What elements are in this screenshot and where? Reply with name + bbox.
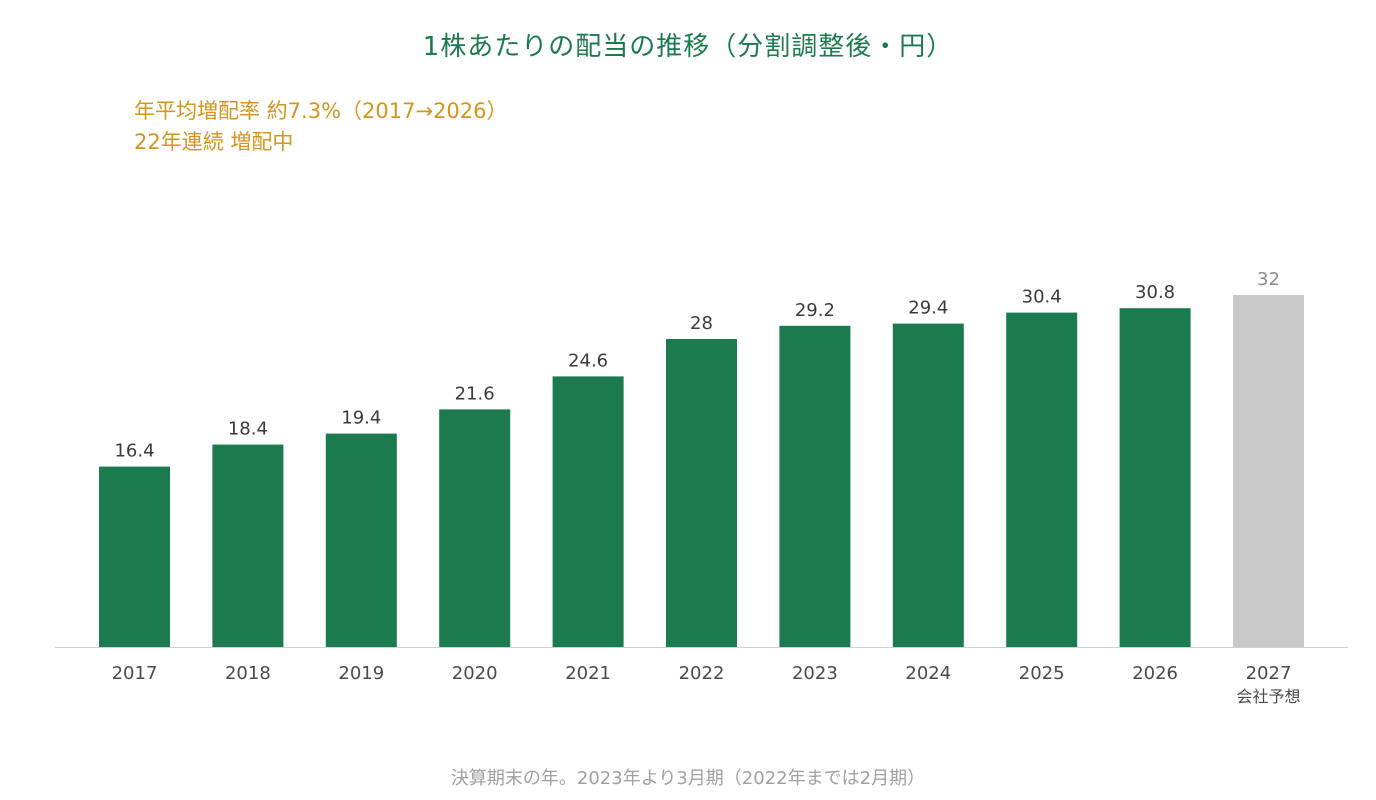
value-label-2018: 18.4 — [228, 419, 268, 440]
value-label-2023: 29.2 — [795, 300, 835, 321]
x-tick-label-2019: 2019 — [338, 663, 384, 684]
value-label-2021: 24.6 — [568, 350, 608, 371]
value-label-2024: 29.4 — [908, 298, 948, 319]
x-tick-label-2017: 2017 — [112, 663, 158, 684]
bar-2026 — [1119, 308, 1191, 647]
x-tick-label-2018: 2018 — [225, 663, 271, 684]
x-tick-label-2026: 2026 — [1132, 663, 1178, 684]
bar-2020 — [439, 409, 511, 647]
x-tick-label-2022: 2022 — [679, 663, 725, 684]
chart-title: 1株あたりの配当の推移（分割調整後・円） — [422, 32, 954, 62]
bar-2023 — [779, 325, 851, 647]
bar-2017 — [99, 466, 170, 647]
bar-2022 — [666, 339, 737, 647]
bar-2027 — [1233, 295, 1304, 647]
value-label-2017: 16.4 — [114, 441, 154, 462]
x-tick-label-2024: 2024 — [905, 663, 951, 684]
bar-2019 — [325, 433, 397, 647]
x-tick-label-2023: 2023 — [792, 663, 838, 684]
bar-2021 — [552, 376, 624, 647]
value-label-2022: 28 — [690, 313, 713, 334]
x-tick-label-2025: 2025 — [1019, 663, 1065, 684]
x-tick-sublabel-2027: 会社予想 — [1236, 687, 1300, 706]
bar-2025 — [1006, 312, 1078, 647]
value-label-2027: 32 — [1257, 269, 1280, 290]
x-tick-label-2021: 2021 — [565, 663, 611, 684]
consecutive-increase-annotation: 22年連続 増配中 — [134, 130, 294, 154]
footnote: 決算期末の年。2023年より3月期（2022年までは2月期） — [450, 768, 926, 789]
growth-rate-annotation: 年平均増配率 約7.3%（2017→2026） — [134, 99, 508, 123]
bar-2018 — [212, 444, 284, 647]
bar-2024 — [892, 323, 964, 647]
x-tick-label-2020: 2020 — [452, 663, 498, 684]
value-label-2025: 30.4 — [1022, 287, 1062, 308]
value-label-2020: 21.6 — [455, 383, 495, 404]
value-label-2026: 30.8 — [1135, 282, 1175, 303]
x-tick-label-2027: 2027 — [1246, 663, 1292, 684]
value-label-2019: 19.4 — [341, 408, 381, 429]
